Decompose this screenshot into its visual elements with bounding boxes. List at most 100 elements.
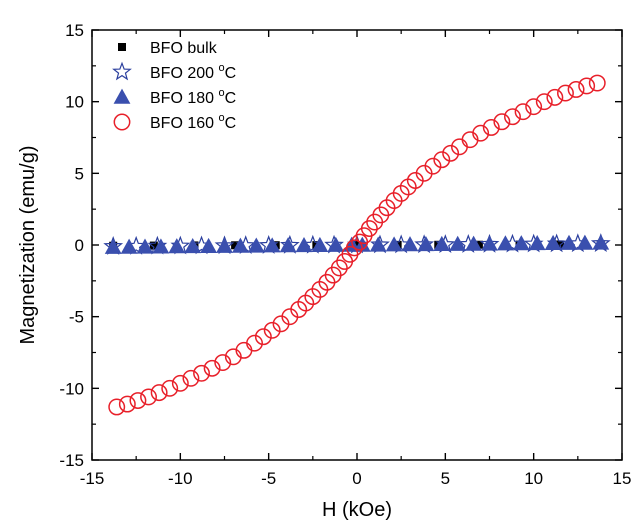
x-tick-label: 5: [441, 469, 450, 488]
legend-label-superscript: o: [218, 62, 224, 74]
data-point: [417, 236, 435, 252]
data-point: [353, 236, 371, 252]
data-point: [193, 364, 210, 382]
legend-label-main: BFO 180: [150, 90, 218, 107]
x-tick-label: 10: [524, 469, 543, 488]
data-point: [481, 235, 498, 251]
legend-item: BFO 200 oC: [112, 61, 236, 82]
data-point: [327, 236, 345, 252]
x-tick-label: -5: [261, 469, 276, 488]
data-point: [514, 103, 532, 121]
data-point: [104, 238, 122, 254]
data-point: [152, 238, 170, 254]
legend-label-unit: C: [225, 115, 237, 132]
data-point: [311, 236, 329, 253]
data-point: [263, 321, 281, 339]
legend-label-main: BFO 160: [150, 115, 218, 132]
data-point: [369, 236, 387, 252]
data-point: [401, 236, 419, 252]
data-point: [525, 98, 543, 116]
data-point: [254, 328, 272, 346]
legend-label: BFO 180 oC: [150, 87, 236, 107]
legend-item: BFO 160 oC: [113, 112, 237, 132]
data-point: [497, 235, 514, 251]
legend-label-superscript: o: [218, 87, 224, 99]
data-point: [184, 238, 202, 254]
data-point: [535, 93, 553, 111]
series-3: [108, 74, 606, 416]
axis-ticks: -15 -10 -5 0 5 10 15 -15 -10 -5 0 5 10 15: [59, 21, 631, 488]
series-2: [104, 234, 610, 254]
data-point: [149, 241, 158, 250]
data-point: [567, 81, 585, 98]
data-point: [353, 241, 361, 249]
data-point: [482, 119, 500, 136]
y-tick-label: -5: [69, 308, 84, 327]
y-tick-label: 10: [65, 93, 84, 112]
data-point: [279, 237, 297, 253]
data-point: [247, 237, 265, 253]
data-point: [214, 354, 232, 371]
data-point: [345, 239, 363, 257]
data-point: [263, 237, 281, 253]
data-point: [385, 236, 403, 252]
data-point: [544, 234, 562, 250]
data-point: [433, 151, 451, 169]
legend-marker: [113, 88, 131, 104]
data-point: [120, 238, 138, 254]
y-tick-label: -10: [59, 379, 84, 398]
data-point: [140, 388, 157, 406]
data-point: [129, 392, 147, 409]
data-point: [576, 234, 594, 250]
data-point: [118, 395, 136, 413]
data-point: [216, 237, 233, 253]
legend-item: BFO 180 oC: [113, 87, 236, 107]
data-point: [546, 88, 564, 106]
data-point: [512, 235, 530, 251]
x-tick-label: 0: [352, 469, 361, 488]
x-tick-label: -15: [80, 469, 105, 488]
data-point: [168, 238, 186, 254]
data-point: [557, 84, 574, 102]
data-point: [424, 157, 442, 175]
data-point: [171, 374, 189, 392]
data-point: [161, 379, 179, 397]
data-point: [108, 398, 126, 416]
data-point: [136, 238, 154, 254]
data-point: [150, 384, 168, 402]
data-point: [504, 108, 521, 126]
y-tick-label: 5: [75, 164, 84, 183]
data-marks: [103, 74, 611, 416]
x-tick-label: -10: [168, 469, 193, 488]
data-point: [200, 237, 217, 254]
data-point: [246, 334, 263, 352]
data-point: [433, 235, 451, 252]
data-point: [203, 359, 221, 377]
legend-label: BFO 200 oC: [150, 62, 236, 82]
data-point: [592, 234, 610, 250]
data-point: [474, 240, 483, 249]
data-point: [472, 124, 490, 142]
y-tick-label: -15: [59, 451, 84, 470]
legend-label: BFO bulk: [150, 40, 218, 57]
legend-marker: [118, 43, 126, 51]
data-point: [578, 77, 596, 95]
legend-marker: [112, 61, 132, 81]
data-point: [442, 144, 460, 162]
data-point: [232, 237, 249, 253]
data-point: [231, 241, 240, 250]
data-point: [560, 234, 578, 250]
data-point: [360, 220, 378, 237]
legend-label-main: BFO 200: [150, 65, 218, 82]
legend-item: BFO bulk: [118, 40, 218, 57]
data-point: [528, 235, 546, 251]
legend-marker: [113, 113, 131, 131]
legend-label-unit: C: [225, 65, 237, 82]
legend-label-unit: C: [225, 90, 237, 107]
y-axis-label: Magnetization (emu/g): [17, 146, 39, 345]
data-point: [588, 74, 606, 92]
x-tick-label: 15: [613, 469, 632, 488]
data-point: [330, 259, 348, 277]
y-tick-label: 15: [65, 21, 84, 40]
